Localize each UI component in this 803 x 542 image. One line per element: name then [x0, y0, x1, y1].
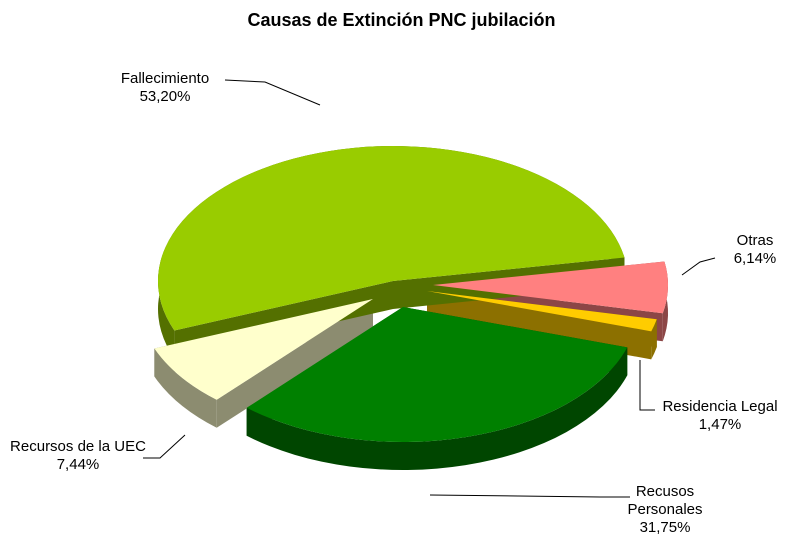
label-value: 31,75%: [639, 519, 691, 536]
slice: [433, 261, 668, 314]
label-name: Recusos Personales: [627, 483, 703, 518]
leader-line: [224, 79, 321, 106]
leader-line: [429, 494, 630, 498]
label-name: Otras: [736, 232, 774, 249]
slice: [157, 145, 625, 331]
label-name: Fallecimiento: [120, 70, 210, 87]
data-label: Residencia Legal 1,47%: [650, 398, 790, 434]
slice: [246, 307, 628, 442]
slice-side: [651, 319, 657, 360]
data-label: Recursos de la UEC 7,44%: [3, 438, 153, 474]
data-label: Otras 6,14%: [710, 232, 800, 268]
leader-line: [681, 257, 716, 276]
label-value: 1,47%: [698, 416, 742, 433]
label-value: 7,44%: [56, 456, 100, 473]
label-value: 53,20%: [139, 88, 191, 105]
slice: [427, 291, 657, 332]
slice-side: [246, 347, 628, 471]
label-value: 6,14%: [733, 250, 777, 267]
chart-title: Causas de Extinción PNC jubilación: [247, 10, 556, 30]
data-label: Recusos Personales 31,75%: [610, 483, 720, 537]
label-name: Residencia Legal: [662, 398, 778, 415]
leader-line: [143, 434, 186, 459]
slice-side: [154, 348, 217, 428]
slice: [154, 299, 373, 400]
data-label: Fallecimiento 53,20%: [95, 70, 235, 106]
leader-line: [639, 360, 655, 411]
label-name: Recursos de la UEC: [10, 438, 146, 455]
